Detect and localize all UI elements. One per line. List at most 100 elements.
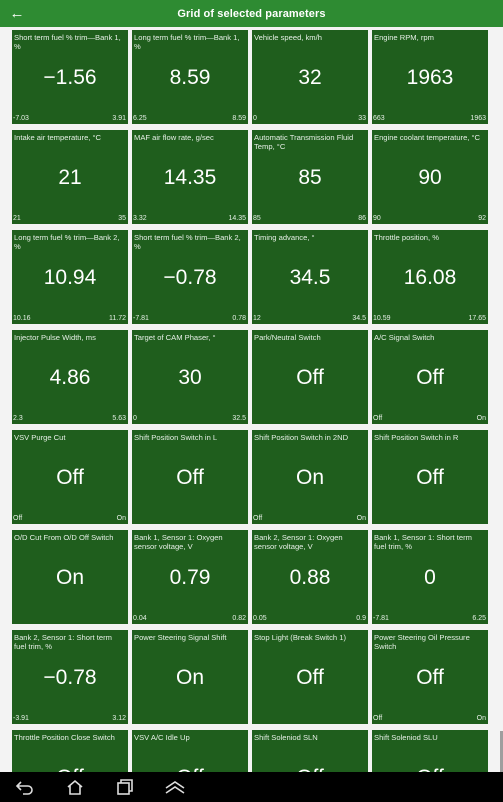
scrollbar[interactable]: [500, 731, 503, 772]
parameter-min: Off: [13, 515, 23, 522]
parameter-label: O/D Cut From O/D Off Switch: [14, 533, 114, 542]
parameter-label: VSV A/C Idle Up: [134, 733, 190, 742]
parameter-tile[interactable]: Long term fuel % trim—Bank 2, % 10.94 10.1…: [12, 230, 128, 324]
parameter-value: 10.94: [43, 266, 97, 289]
parameter-label: Short term fuel % trim—Bank 1, %: [14, 33, 121, 51]
parameter-tile[interactable]: Stop Light (Break Switch 1) Off: [252, 630, 368, 724]
parameter-grid-area[interactable]: Short term fuel % trim—Bank 1, % −1.56 -7.…: [0, 27, 503, 772]
recent-apps-icon[interactable]: [110, 777, 140, 797]
parameter-label: Long term fuel % trim—Bank 1, %: [134, 33, 240, 51]
parameter-min: -7.03: [13, 115, 29, 122]
parameter-min: 90: [373, 215, 381, 222]
parameter-min: 0: [253, 115, 257, 122]
parameter-tile[interactable]: Target of CAM Phaser, ° 30 0 32.5: [132, 330, 248, 424]
parameter-tile[interactable]: Throttle position, % 16.08 10.59 17.65: [372, 230, 488, 324]
parameter-value: Off: [296, 666, 324, 689]
parameter-tile[interactable]: Shift Soleniod SLU Off: [372, 730, 488, 772]
parameter-min: 3.32: [133, 215, 147, 222]
parameter-max: On: [116, 515, 126, 522]
parameter-tile[interactable]: Bank 2, Sensor 1: Short term fuel trim, …: [12, 630, 128, 724]
parameter-max: 33: [358, 115, 366, 122]
parameter-tile[interactable]: Bank 1, Sensor 1: Oxygen sensor voltage,…: [132, 530, 248, 624]
parameter-tile[interactable]: Automatic Transmission Fluid Temp, °C 85 8…: [252, 130, 368, 224]
parameter-value: Off: [12, 766, 128, 772]
parameter-tile[interactable]: Shift Position Switch in R Off: [372, 430, 488, 524]
parameter-value: −1.56: [43, 66, 97, 89]
parameter-tile[interactable]: Bank 2, Sensor 1: Oxygen sensor voltage,…: [252, 530, 368, 624]
parameter-max: 17.65: [468, 315, 486, 322]
parameter-label: Engine RPM, rpm: [374, 33, 434, 42]
parameter-min: Off: [253, 515, 263, 522]
parameter-tile[interactable]: Engine RPM, rpm 1963 663 1963: [372, 30, 488, 124]
parameter-grid: Short term fuel % trim—Bank 1, % −1.56 -7.…: [12, 30, 492, 772]
parameter-min: 21: [13, 215, 21, 222]
parameter-value: 32: [298, 66, 322, 89]
parameter-label: Throttle position, %: [374, 233, 439, 242]
parameter-label: Shift Soleniod SLN: [254, 733, 318, 742]
arrow-left-icon[interactable]: ←: [9, 4, 25, 22]
parameter-value: Off: [416, 666, 444, 689]
parameter-value: Off: [372, 766, 488, 772]
parameter-tile[interactable]: VSV A/C Idle Up Off: [132, 730, 248, 772]
parameter-min: 10.16: [13, 315, 31, 322]
menu-up-icon[interactable]: [160, 777, 190, 797]
parameter-tile[interactable]: Shift Soleniod SLN Off: [252, 730, 368, 772]
parameter-min: 2.3: [13, 415, 23, 422]
parameter-tile[interactable]: Throttle Position Close Switch Off: [12, 730, 128, 772]
parameter-tile[interactable]: Injector Pulse Width, ms 4.86 2.3 5.63: [12, 330, 128, 424]
parameter-min: 0: [133, 415, 137, 422]
parameter-max: 0.78: [232, 315, 246, 322]
parameter-tile[interactable]: Long term fuel % trim—Bank 1, % 8.59 6.25 8…: [132, 30, 248, 124]
parameter-min: -7.81: [373, 615, 389, 622]
parameter-max: 0.9: [356, 615, 366, 622]
parameter-value: Off: [252, 766, 368, 772]
parameter-min: 663: [373, 115, 385, 122]
parameter-value: Off: [132, 766, 248, 772]
parameter-tile[interactable]: Engine coolant temperature, °C 90 90 92: [372, 130, 488, 224]
parameter-max: 3.91: [112, 115, 126, 122]
parameter-value: 4.86: [49, 366, 91, 389]
parameter-max: 1963: [470, 115, 486, 122]
parameter-value: −0.78: [43, 666, 97, 689]
parameter-min: -3.91: [13, 715, 29, 722]
parameter-label: Park/Neutral Switch: [254, 333, 321, 342]
parameter-value: On: [175, 666, 204, 689]
parameter-value: On: [55, 566, 84, 589]
parameter-label: Shift Position Switch in R: [374, 433, 459, 442]
parameter-value: Off: [416, 366, 444, 389]
parameter-tile[interactable]: Timing advance, ° 34.5 12 34.5: [252, 230, 368, 324]
parameter-max: 35: [118, 215, 126, 222]
parameter-max: 34.5: [352, 315, 366, 322]
parameter-tile[interactable]: VSV Purge Cut Off Off On: [12, 430, 128, 524]
parameter-max: 11.72: [109, 315, 126, 322]
parameter-value: Off: [416, 466, 444, 489]
parameter-tile[interactable]: Vehicle speed, km/h 32 0 33: [252, 30, 368, 124]
parameter-tile[interactable]: Short term fuel % trim—Bank 2, % −0.78 -7.…: [132, 230, 248, 324]
parameter-tile[interactable]: Intake air temperature, °C 21 21 35: [12, 130, 128, 224]
parameter-tile[interactable]: Power Steering Signal Shift On: [132, 630, 248, 724]
parameter-tile[interactable]: Bank 1, Sensor 1: Short term fuel trim, …: [372, 530, 488, 624]
parameter-tile[interactable]: MAF air flow rate, g/sec 14.35 3.32 14.35: [132, 130, 248, 224]
parameter-max: 8.59: [232, 115, 246, 122]
parameter-label: Shift Soleniod SLU: [374, 733, 438, 742]
parameter-label: Bank 1, Sensor 1: Oxygen sensor voltage,…: [134, 533, 223, 551]
home-icon[interactable]: [60, 777, 90, 797]
parameter-label: Injector Pulse Width, ms: [14, 333, 96, 342]
parameter-tile[interactable]: A/C Signal Switch Off Off On: [372, 330, 488, 424]
parameter-tile[interactable]: Park/Neutral Switch Off: [252, 330, 368, 424]
parameter-tile[interactable]: Short term fuel % trim—Bank 1, % −1.56 -7.…: [12, 30, 128, 124]
parameter-label: MAF air flow rate, g/sec: [134, 133, 214, 142]
parameter-tile[interactable]: O/D Cut From O/D Off Switch On: [12, 530, 128, 624]
parameter-tile[interactable]: Power Steering Oil Pressure Switch Off Off…: [372, 630, 488, 724]
parameter-min: -7.81: [133, 315, 149, 322]
parameter-value: Off: [296, 366, 324, 389]
parameter-min: 0.05: [253, 615, 267, 622]
parameter-label: Bank 2, Sensor 1: Oxygen sensor voltage,…: [254, 533, 343, 551]
parameter-max: 6.25: [472, 615, 486, 622]
parameter-tile[interactable]: Shift Position Switch in L Off: [132, 430, 248, 524]
parameter-min: 12: [253, 315, 261, 322]
parameter-label: Power Steering Oil Pressure Switch: [374, 633, 470, 651]
parameter-max: On: [476, 715, 486, 722]
back-icon[interactable]: [10, 777, 40, 797]
parameter-tile[interactable]: Shift Position Switch in 2ND On Off On: [252, 430, 368, 524]
